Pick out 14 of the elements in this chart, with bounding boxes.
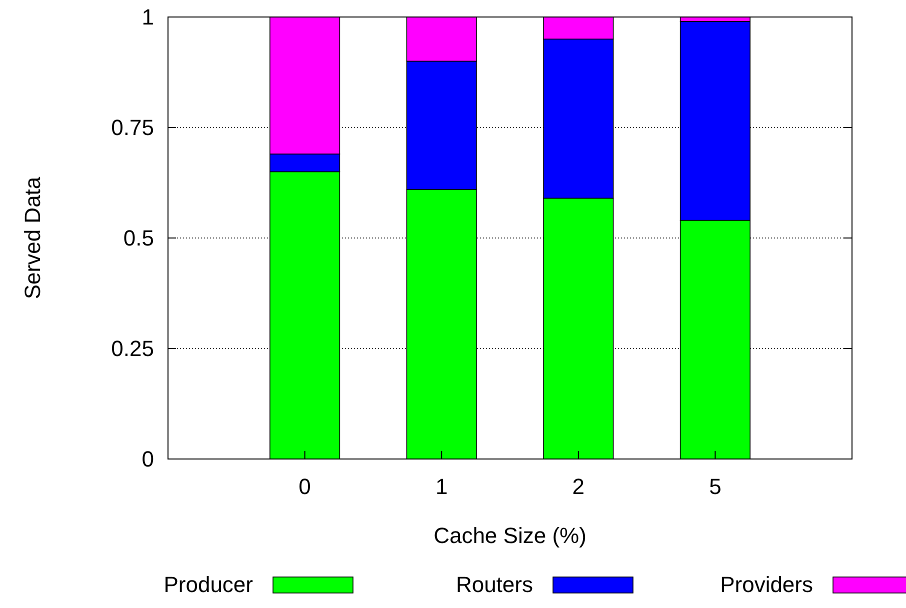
legend-label: Routers [456, 572, 533, 597]
y-tick-label: 1 [142, 4, 154, 30]
y-tick-label: 0.5 [123, 226, 154, 251]
y-tick-label: 0.25 [111, 336, 154, 362]
x-tick-label: 1 [435, 474, 448, 499]
x-axis-title: Cache Size (%) [434, 523, 586, 548]
y-axis-title: Served Data [20, 176, 45, 300]
legend-label: Producer [164, 572, 253, 597]
y-tick-label: 0.75 [111, 115, 154, 140]
x-tick-label: 0 [298, 474, 311, 499]
legend-label: Providers [720, 572, 813, 597]
y-tick-label: 0 [142, 446, 154, 472]
x-tick-label: 5 [709, 474, 722, 499]
x-tick-label: 2 [572, 474, 585, 499]
